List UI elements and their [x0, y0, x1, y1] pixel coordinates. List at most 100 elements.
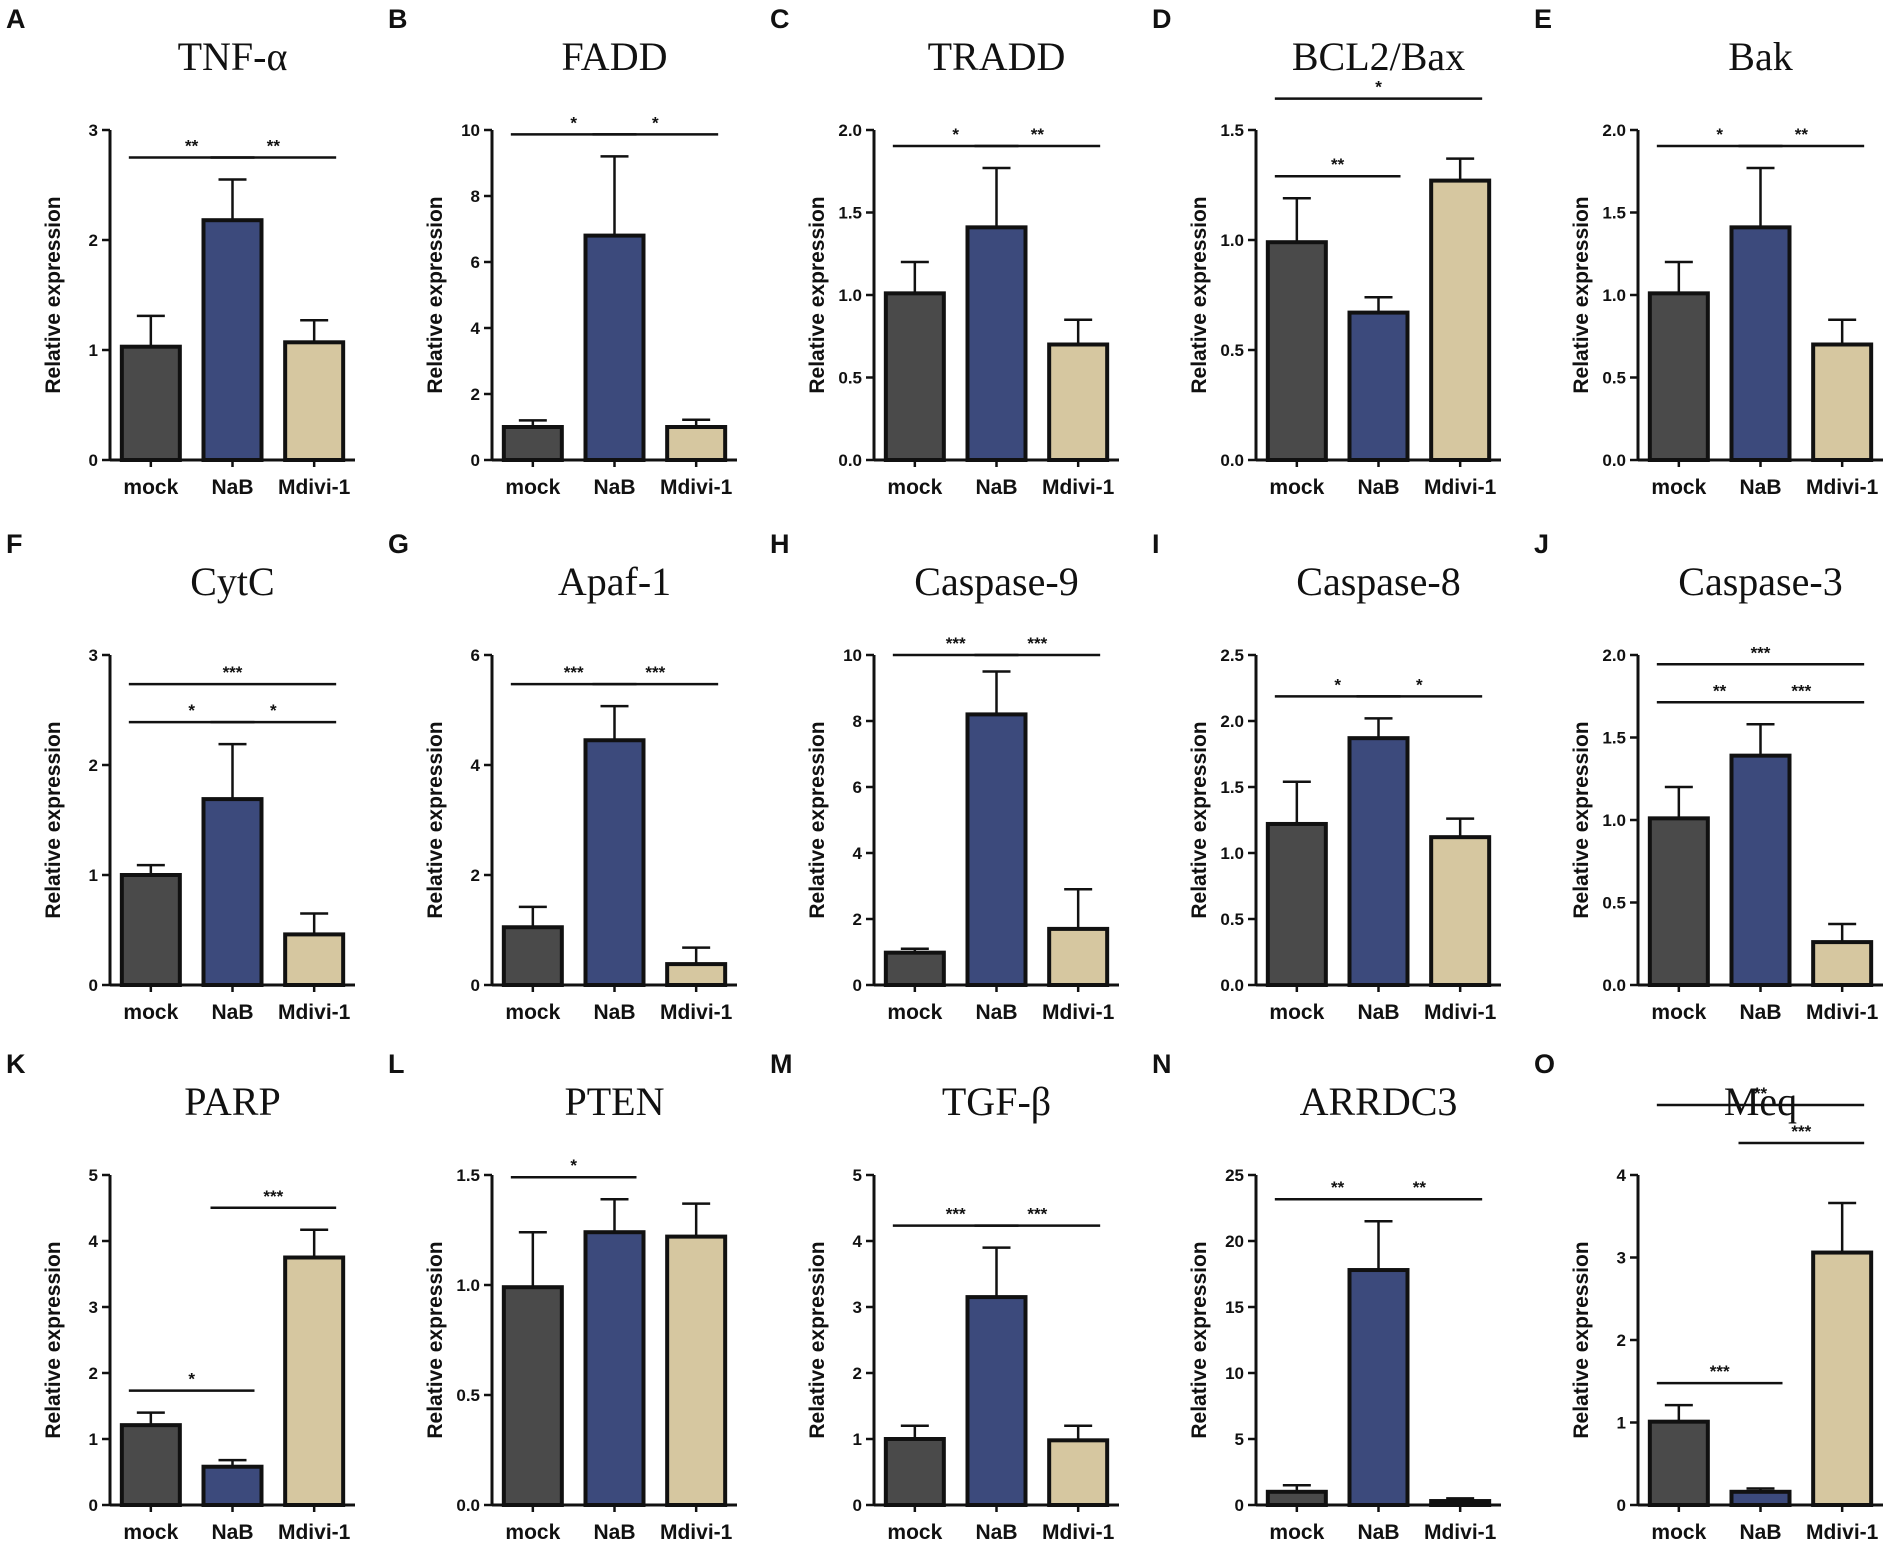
bar-nab [583, 1230, 646, 1507]
y-axis-label: Relative expression [806, 196, 829, 393]
chart-title: Bak [1728, 34, 1792, 79]
x-tick-label: Mdivi-1 [1042, 1001, 1115, 1024]
bar-nab [1347, 1268, 1410, 1508]
x-tick-label: Mdivi-1 [660, 1521, 733, 1544]
y-tick-label: 0 [1235, 1496, 1244, 1515]
y-tick-label: 1.0 [838, 286, 862, 305]
x-tick-label: NaB [1357, 476, 1399, 499]
bar-mock [883, 291, 946, 462]
bar-mock [1265, 821, 1328, 988]
bar-mock [119, 1423, 182, 1508]
bar-nab [201, 1464, 264, 1507]
significance-label: *** [1710, 1362, 1730, 1381]
chart-title: PARP [184, 1079, 280, 1124]
panel-letter: F [6, 529, 23, 559]
y-tick-label: 6 [471, 253, 480, 272]
y-tick-label: 2 [89, 756, 98, 775]
x-tick-label: mock [123, 476, 178, 499]
bar-mock [501, 925, 564, 987]
y-tick-label: 0 [853, 976, 862, 995]
x-tick-label: Mdivi-1 [1424, 1521, 1497, 1544]
bar-mdivi-1 [665, 425, 728, 462]
bar-nab [965, 225, 1028, 462]
bar-mdivi-1 [283, 1255, 346, 1507]
y-axis-label: Relative expression [424, 1241, 447, 1438]
chart-title: TGF-β [942, 1079, 1051, 1124]
y-tick-label: 2.0 [838, 121, 862, 140]
panel-letter: G [388, 529, 409, 559]
bar-mdivi-1 [1047, 926, 1110, 988]
x-tick-label: NaB [211, 1521, 253, 1544]
significance-label: *** [1027, 634, 1047, 653]
x-tick-label: Mdivi-1 [660, 1001, 733, 1024]
bar-mock [501, 425, 564, 462]
chart-title: FADD [562, 34, 668, 79]
y-tick-label: 1.0 [456, 1276, 480, 1295]
y-axis-label: Relative expression [1188, 196, 1211, 393]
y-tick-label: 4 [471, 319, 481, 338]
significance-label: ** [1754, 1084, 1768, 1103]
y-tick-label: 0.5 [1220, 910, 1244, 929]
significance-label: ** [1413, 1178, 1427, 1197]
chart-title: CytC [190, 559, 274, 604]
y-tick-label: 5 [89, 1166, 98, 1185]
y-tick-label: 0.5 [1602, 369, 1626, 388]
y-tick-label: 2 [853, 1364, 862, 1383]
significance-label: *** [1791, 1122, 1811, 1141]
y-axis-label: Relative expression [806, 721, 829, 918]
bar-mdivi-1 [1429, 1499, 1492, 1508]
significance-label: *** [223, 663, 243, 682]
significance-label: * [570, 113, 577, 132]
chart-title: TRADD [928, 34, 1066, 79]
x-tick-label: NaB [1357, 1001, 1399, 1024]
bar-mdivi-1 [283, 932, 346, 988]
significance-label: ** [1031, 125, 1045, 144]
y-tick-label: 1.0 [1602, 811, 1626, 830]
y-tick-label: 0 [89, 451, 98, 470]
panel-letter: B [388, 4, 408, 34]
significance-label: ** [1795, 125, 1809, 144]
x-tick-label: Mdivi-1 [1806, 1521, 1879, 1544]
bar-mdivi-1 [1811, 940, 1874, 987]
bar-nab [1729, 753, 1792, 988]
x-tick-label: mock [505, 1001, 560, 1024]
significance-label: *** [564, 663, 584, 682]
bar-mdivi-1 [1047, 342, 1110, 462]
bar-nab [201, 797, 264, 987]
y-tick-label: 2 [853, 910, 862, 929]
x-tick-label: mock [505, 476, 560, 499]
significance-label: *** [263, 1187, 283, 1206]
significance-label: * [188, 701, 195, 720]
x-tick-label: NaB [211, 476, 253, 499]
significance-label: * [1375, 78, 1382, 97]
y-tick-label: 0.5 [838, 369, 862, 388]
y-tick-label: 6 [853, 778, 862, 797]
y-tick-label: 1.5 [1220, 778, 1244, 797]
y-axis-label: Relative expression [424, 721, 447, 918]
bar-mdivi-1 [1429, 178, 1492, 462]
bar-mdivi-1 [1047, 1438, 1110, 1507]
significance-label: *** [1791, 681, 1811, 700]
y-tick-label: 0.5 [1220, 341, 1244, 360]
panel-letter: C [770, 4, 790, 34]
x-tick-label: NaB [593, 476, 635, 499]
bar-mock [119, 344, 182, 463]
bar-nab [965, 1295, 1028, 1507]
significance-label: * [952, 125, 959, 144]
chart-title: Meq [1724, 1079, 1797, 1124]
chart-title: ARRDC3 [1300, 1079, 1458, 1124]
x-tick-label: NaB [593, 1001, 635, 1024]
y-tick-label: 4 [853, 1232, 863, 1251]
panel-letter: H [770, 529, 790, 559]
bar-mock [1647, 816, 1710, 987]
y-tick-label: 2 [89, 231, 98, 250]
x-tick-label: mock [1269, 476, 1324, 499]
bar-mock [1265, 1489, 1328, 1508]
y-tick-label: 0.0 [1602, 451, 1626, 470]
x-tick-label: NaB [211, 1001, 253, 1024]
y-tick-label: 1.5 [1220, 121, 1244, 140]
y-tick-label: 8 [853, 712, 862, 731]
significance-label: * [188, 1370, 195, 1389]
significance-label: ** [1331, 155, 1345, 174]
y-tick-label: 1 [89, 341, 98, 360]
